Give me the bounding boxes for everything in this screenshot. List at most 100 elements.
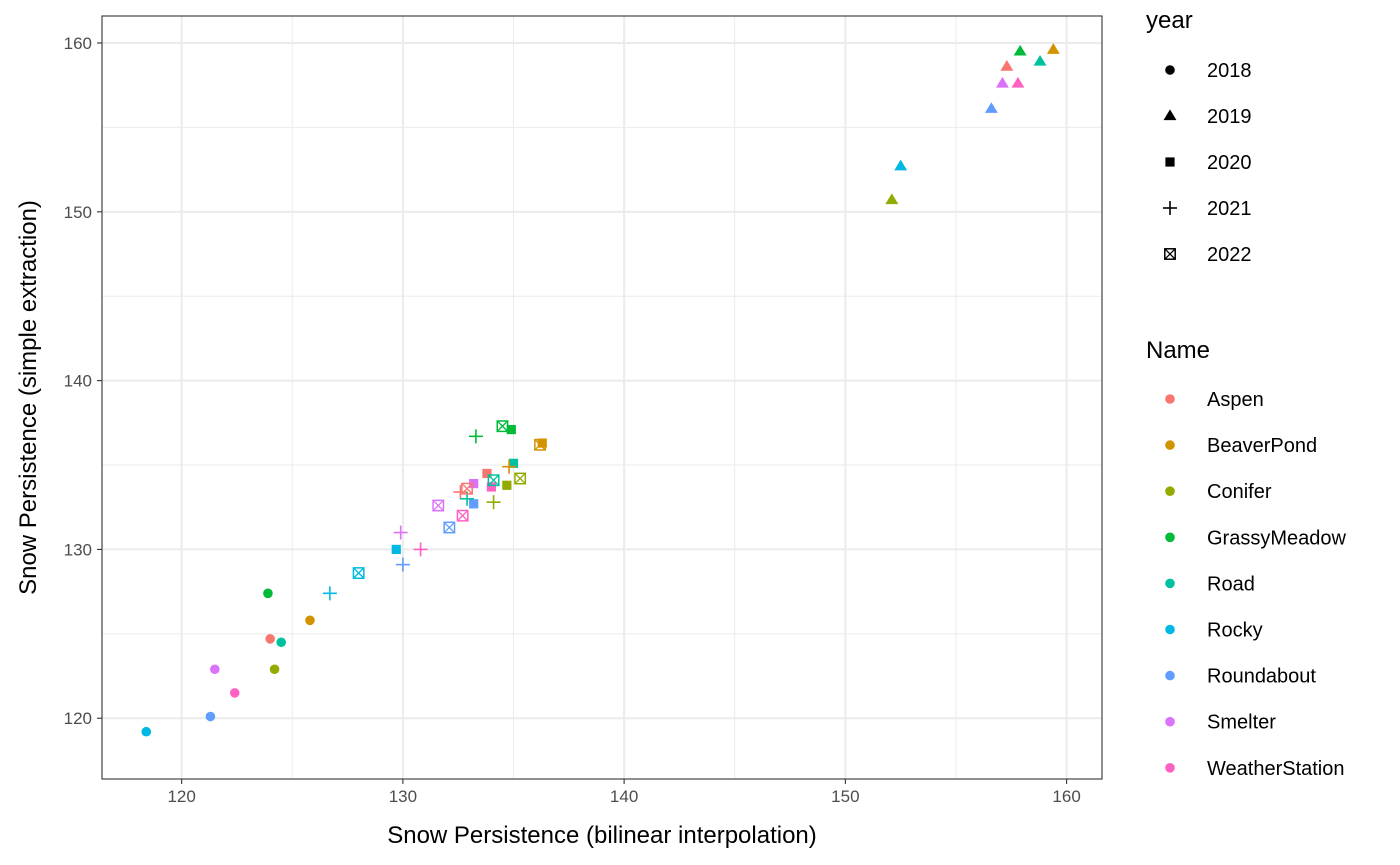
axis-ticks: 120 130 140 150 160 120 130 140 150 160 (64, 34, 1081, 806)
data-point (496, 420, 509, 433)
data-point-d2 (352, 567, 365, 579)
y-tick-label: 150 (64, 203, 92, 222)
legend-name: Name Aspen BeaverPond Conifer GrassyMeadow R… (1146, 337, 1346, 780)
legend-name-key (1165, 532, 1175, 543)
y-axis-title: Snow Persistence (simple extraction) (15, 200, 42, 595)
data-point (469, 478, 479, 489)
data-point-box (461, 482, 473, 495)
data-point-d2 (534, 439, 546, 451)
legend-name-key (1165, 624, 1175, 635)
data-point (453, 485, 468, 500)
plot-panel-border (101, 15, 1103, 780)
x-tick-label: 150 (831, 787, 859, 806)
data-point-box (432, 499, 445, 512)
data-point-box (352, 567, 365, 580)
legend-name-key (1165, 440, 1175, 450)
data-point (885, 193, 899, 205)
data-point (1033, 54, 1047, 66)
y-tick-label: 140 (64, 372, 92, 391)
data-point (1046, 43, 1060, 54)
legend-year-key-box (1164, 248, 1176, 260)
data-point-box (496, 420, 509, 433)
data-point-d2 (514, 472, 526, 485)
data-point (443, 521, 456, 534)
legend-year-key (1164, 248, 1176, 260)
data-points (141, 43, 1060, 737)
data-point (461, 482, 473, 495)
data-point (263, 588, 273, 599)
data-point (276, 637, 287, 648)
data-point (305, 615, 315, 626)
data-point (469, 499, 479, 509)
x-tick-label: 140 (610, 787, 638, 806)
data-point (984, 102, 998, 113)
legend-year-key (1163, 201, 1177, 215)
data-point (502, 480, 512, 490)
data-point (508, 458, 519, 468)
data-point (502, 459, 517, 474)
legend-year-key (1165, 157, 1175, 167)
legend-name-label: Road (1207, 573, 1255, 595)
legend-name-key (1165, 763, 1175, 773)
data-point (393, 525, 408, 540)
legend-name-label: Smelter (1207, 712, 1276, 734)
data-point-d2 (461, 482, 473, 495)
y-tick-label: 120 (64, 709, 92, 728)
data-point (1011, 76, 1025, 88)
data-point-box (443, 521, 456, 534)
data-point-box (514, 472, 527, 485)
data-point (210, 664, 220, 675)
data-point (1000, 60, 1014, 71)
plot-grid (102, 16, 1102, 779)
data-point-box (487, 474, 500, 487)
legend-year-title: year (1146, 7, 1193, 34)
legend-name-label: Conifer (1207, 481, 1272, 503)
x-tick-label: 120 (167, 787, 195, 806)
data-point (506, 424, 516, 435)
data-point (486, 495, 501, 510)
legend-name-key (1165, 716, 1175, 727)
legend-year-key (1163, 109, 1177, 121)
legend-name-key (1165, 578, 1175, 589)
data-point-d2 (443, 521, 456, 534)
legend-year-label: 2018 (1207, 60, 1252, 82)
legend-name-label: GrassyMeadow (1207, 527, 1346, 549)
legend-year-label: 2022 (1207, 244, 1252, 266)
data-point (1013, 44, 1027, 56)
legend-name-label: Roundabout (1207, 666, 1316, 688)
legend-name-label: WeatherStation (1207, 758, 1345, 780)
data-point (514, 472, 527, 485)
legend-year: year 2018 2019 2020 2021 2022 (1146, 7, 1252, 266)
legend-year-label: 2019 (1207, 106, 1252, 128)
data-point (468, 429, 483, 444)
data-point-d2 (456, 510, 469, 522)
x-axis-title: Snow Persistence (bilinear interpolation… (387, 822, 817, 849)
data-point (995, 76, 1009, 88)
y-tick-label: 160 (64, 34, 92, 53)
legend-name-key (1165, 394, 1175, 404)
legend-year-label: 2021 (1207, 198, 1252, 220)
legend-name-title: Name (1146, 337, 1210, 364)
legend-name-key (1165, 486, 1175, 497)
data-point-d2 (496, 420, 509, 432)
data-point (391, 544, 401, 555)
data-point-d2 (432, 499, 444, 512)
data-point (413, 542, 428, 557)
x-tick-label: 160 (1052, 787, 1080, 806)
data-point (432, 499, 445, 512)
legend-year-key-d2 (1164, 248, 1176, 260)
data-point (269, 664, 280, 675)
y-tick-label: 130 (64, 540, 92, 559)
legend-year-label: 2020 (1207, 152, 1252, 174)
data-point (352, 567, 365, 580)
legend-name-label: Aspen (1207, 389, 1264, 411)
data-point (456, 509, 469, 522)
data-point (322, 586, 337, 601)
legend-name-label: BeaverPond (1207, 435, 1317, 457)
data-point (395, 557, 410, 572)
data-point (894, 159, 908, 171)
data-point (487, 474, 500, 487)
legend-year-key (1165, 65, 1175, 75)
